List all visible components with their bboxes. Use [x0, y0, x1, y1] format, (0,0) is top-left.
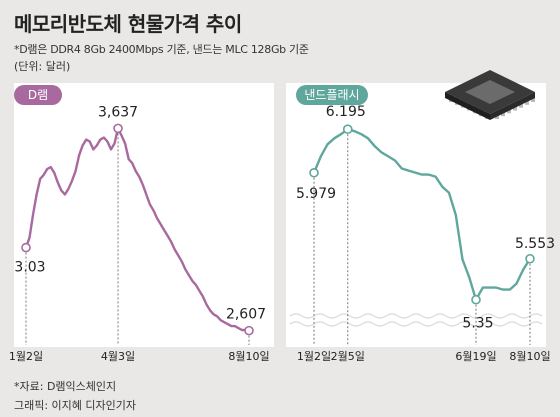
dram-label-pill: D램: [14, 85, 62, 105]
x-tick-label: 6월19일: [455, 349, 496, 363]
spec-note: *D램은 DDR4 8Gb 2400Mbps 기준, 낸드는 MLC 128Gb…: [14, 43, 309, 56]
chip-icon: [445, 70, 535, 120]
x-tick-label: 4월3일: [101, 349, 135, 363]
series-line: [24, 127, 250, 332]
data-label: 3,637: [98, 104, 138, 120]
x-tick-label: 8월10일: [228, 349, 269, 363]
data-point: [309, 167, 319, 178]
data-label: 5.553: [515, 236, 555, 252]
data-point: [525, 253, 535, 264]
nand-panel: [286, 83, 546, 347]
nand-label: 낸드플래시: [304, 88, 359, 102]
data-point: [342, 124, 353, 134]
dram-label: D램: [28, 88, 48, 102]
data-point: [21, 242, 31, 253]
credit-note: 그래픽: 이지혜 디자인기자: [14, 399, 137, 412]
data-label: 5.979: [296, 186, 336, 202]
nand-chart: 1월2일 2월5일 6월19일 8월10일 5.979 6.195 5.35 5.553: [296, 104, 555, 363]
data-point: [244, 325, 254, 336]
dram-chart: 1월2일 4월3일 8월10일 3.03 3,637 2,607: [9, 104, 270, 363]
axis-break-line: [289, 313, 543, 319]
unit-note: (단위: 달러): [14, 60, 71, 73]
data-label: 6.195: [326, 104, 366, 120]
x-tick-label: 1월2일: [297, 349, 331, 363]
data-point: [471, 294, 481, 305]
x-tick-label: 2월5일: [331, 349, 365, 363]
data-label: 2,607: [226, 307, 266, 323]
x-tick-label: 1월2일: [9, 349, 43, 363]
page-title: 메모리반도체 현물가격 추이: [14, 12, 242, 36]
axis-break-line: [289, 321, 543, 327]
data-point: [113, 123, 123, 134]
nand-label-pill: 낸드플래시: [296, 85, 368, 105]
x-tick-label: 8월10일: [509, 349, 550, 363]
dram-panel: [14, 83, 274, 347]
data-label: 5.35: [462, 316, 493, 332]
source-note: *자료: D램익스체인지: [14, 380, 117, 393]
data-label: 3.03: [14, 260, 45, 276]
